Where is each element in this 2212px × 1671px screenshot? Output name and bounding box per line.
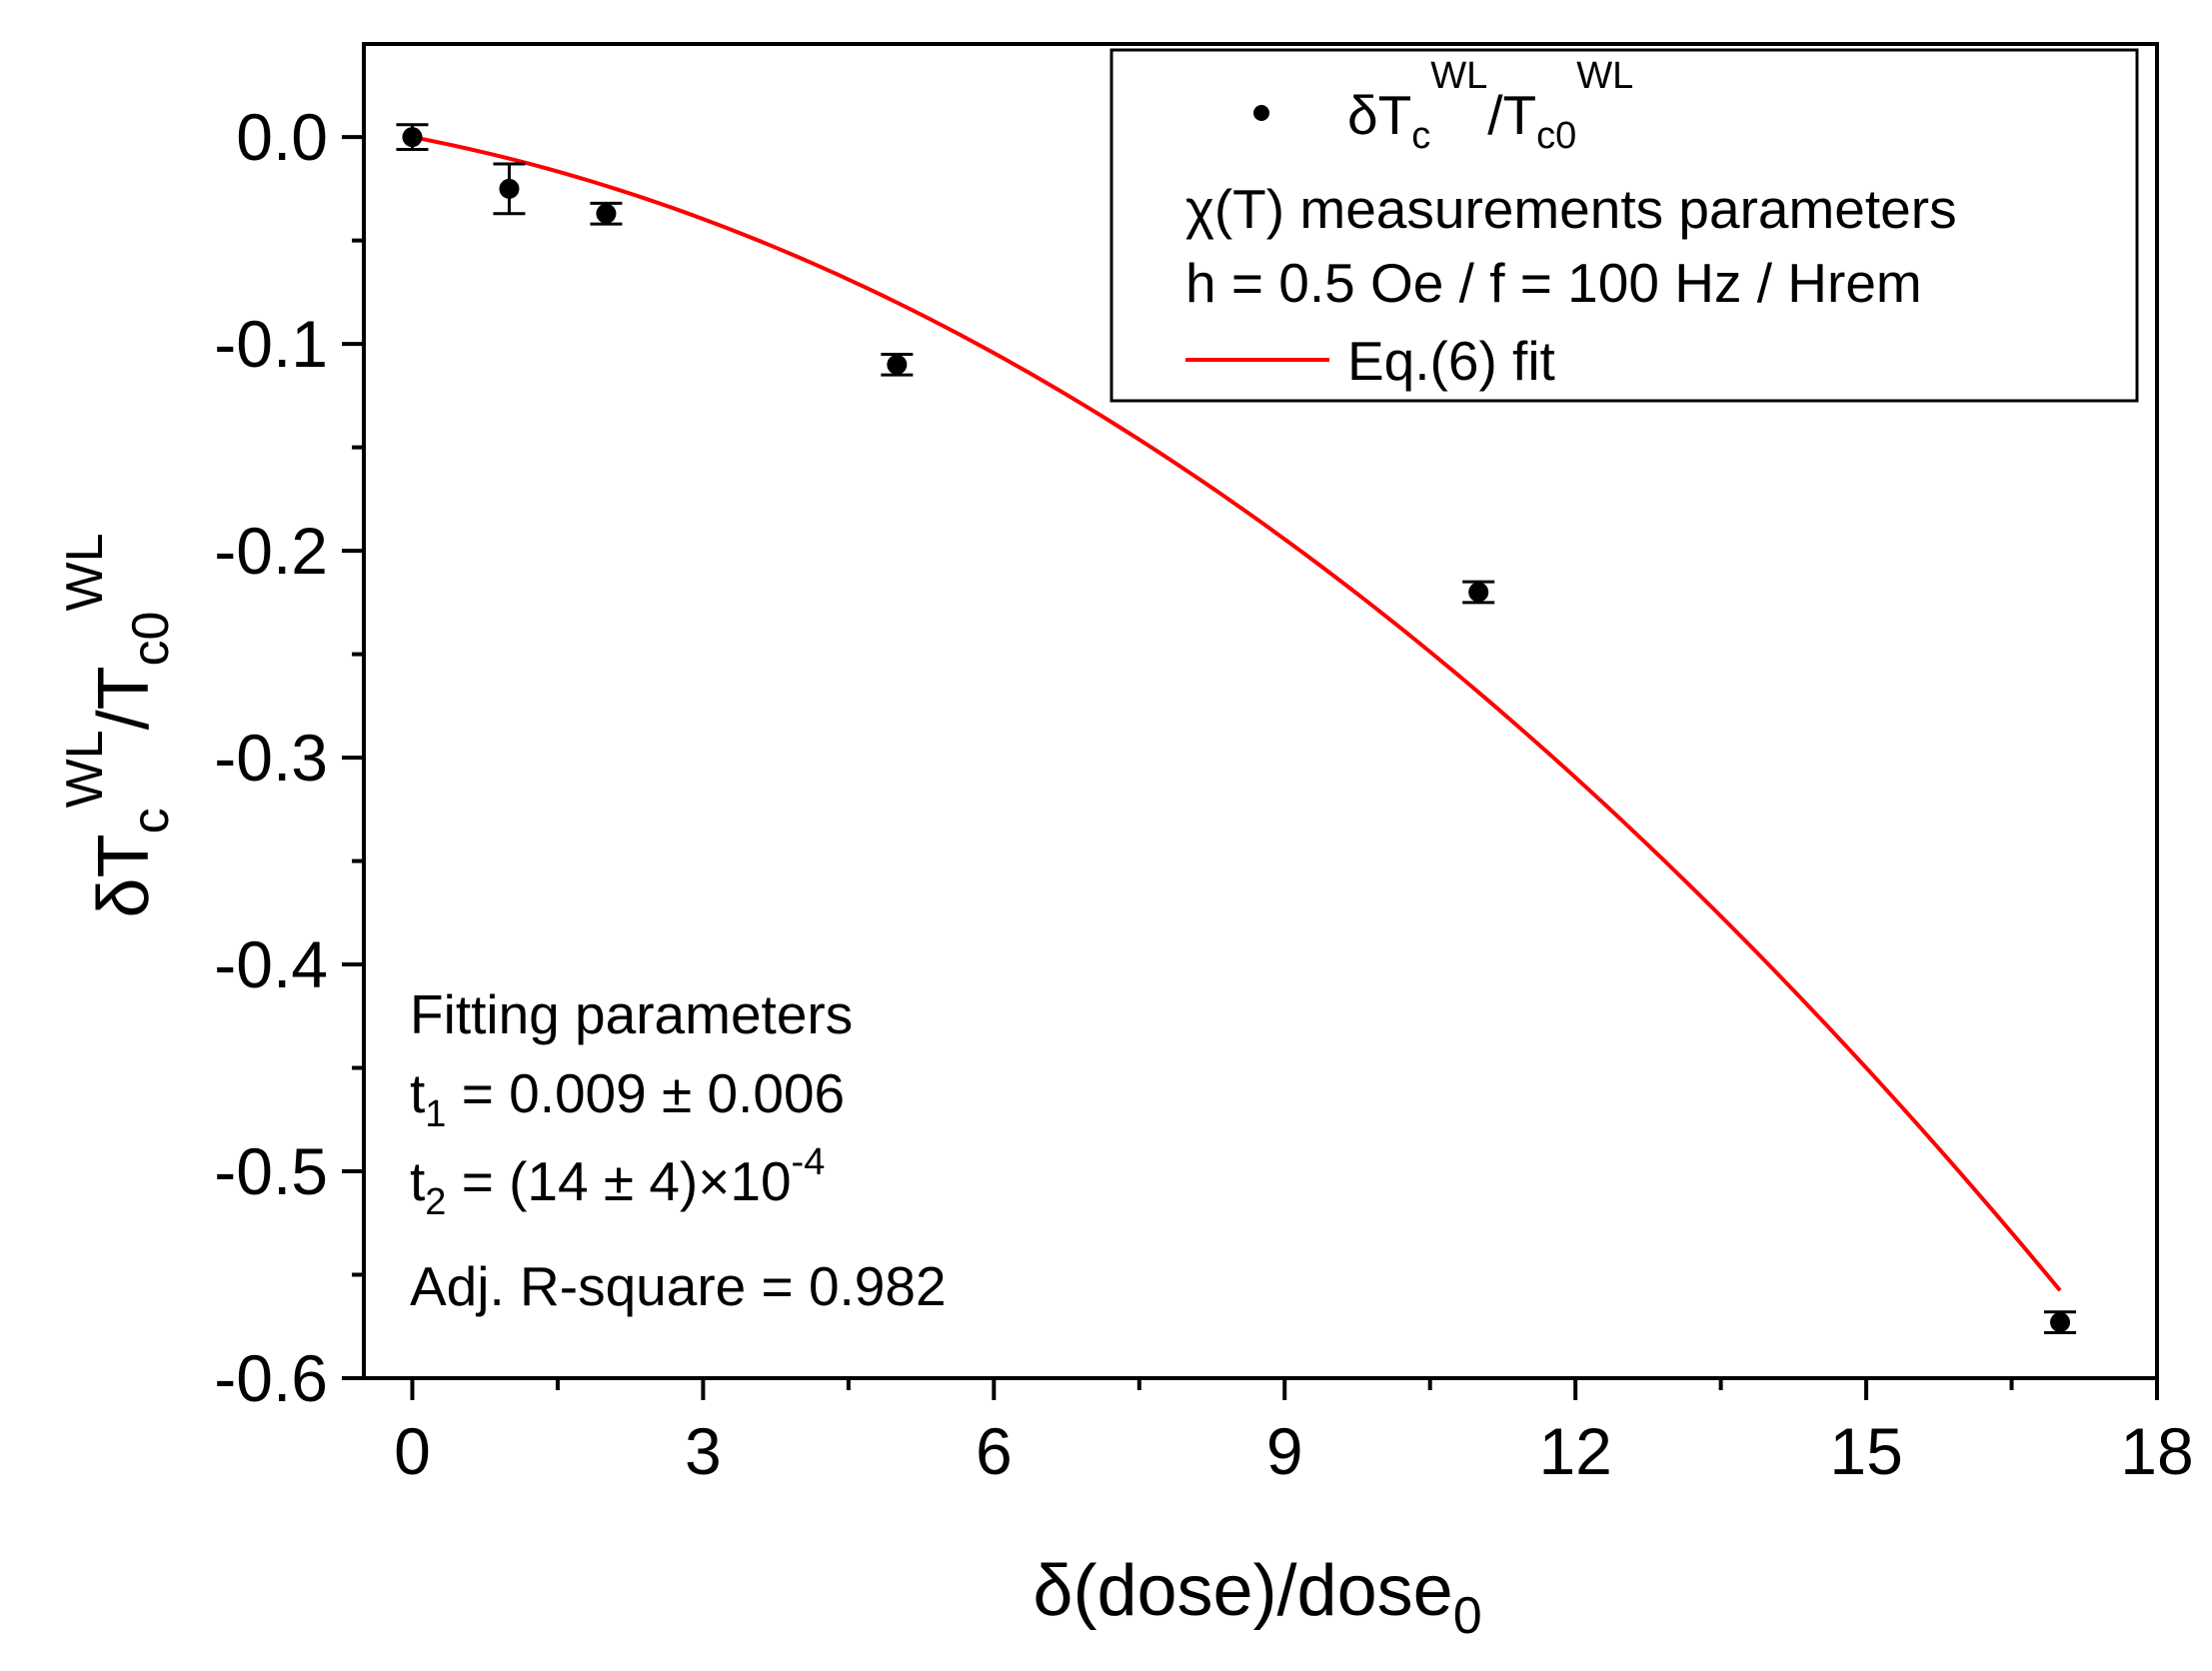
y-tick-label: 0.0 [236,100,328,174]
data-points [396,123,2077,1334]
y-axis-title-slash: /T [84,666,164,730]
data-point [887,354,908,375]
x-tick-label: 12 [1538,1414,1611,1488]
legend-info-line1: χ(T) measurements parameters [1185,178,1957,240]
data-point-group [590,201,623,226]
y-tick-label: -0.5 [214,1134,328,1208]
legend-entry-sup2: WL [1576,55,1633,97]
x-tick-label: 6 [976,1414,1013,1488]
x-tick-label: 15 [1829,1414,1902,1488]
y-axis-title: δTcWL/Tc0WL [56,534,180,918]
y-axis-title-delta: δ [84,877,164,917]
x-tick-label: 0 [394,1414,431,1488]
legend-info-line2: h = 0.5 Oe / f = 100 Hz / Hrem [1185,252,1922,314]
annotation-t2-value: = (14 ± 4)×10 [446,1150,791,1212]
annotation-title: Fitting parameters [410,983,853,1045]
annotation-t2: t2 = (14 ± 4)×10-4 [410,1141,825,1223]
data-point-group [881,352,914,377]
y-tick-label: -0.1 [214,307,328,381]
data-point [596,203,617,224]
x-axis-title-main: δ(dose)/dose [1033,1551,1452,1631]
x-tick-label: 9 [1266,1414,1303,1488]
data-point-group [396,123,429,152]
y-axis-title-T: T [84,834,164,877]
y-tick-label: -0.6 [214,1341,328,1415]
x-tick-label: 3 [685,1414,722,1488]
legend-entry-main: δT [1347,84,1411,146]
x-axis-title: δ(dose)/dose0 [1033,1551,1481,1645]
fit-parameters-annotation: Fitting parameters t1 = 0.009 ± 0.006 t2… [410,983,947,1317]
data-point [2050,1312,2071,1333]
annotation-t1-label: t [410,1062,425,1124]
legend-entry-fit: Eq.(6) fit [1347,330,1555,392]
annotation-t1-sub: 1 [425,1093,446,1135]
legend-marker-scatter [1253,105,1269,121]
legend-entry-slash: /T [1487,84,1536,146]
legend-box [1109,48,2139,403]
legend: δTcWL/Tc0WL χ(T) measurements parameters… [1109,48,2139,403]
y-tick-label: -0.4 [214,927,328,1001]
y-tick-label: -0.2 [214,514,328,588]
y-axis-title-sup1: WL [56,730,114,808]
fit-curve-group [412,135,2062,1292]
data-point [499,178,520,199]
x-tick-labels: 0 3 6 9 12 15 18 [394,1414,2194,1488]
data-point [1468,582,1489,603]
legend-entry-scatter: δTcWL/Tc0WL [1347,55,1633,157]
x-axis-title-sub: 0 [1453,1587,1482,1645]
annotation-t2-exp: -4 [792,1141,826,1183]
annotation-t1-value: = 0.009 ± 0.006 [446,1062,845,1124]
x-tick-label: 18 [2120,1414,2193,1488]
annotation-t2-label: t [410,1150,425,1212]
plot-frame [362,42,2159,1380]
y-axis-title-sub1: c [122,808,180,834]
annotation-adj-r-square: Adj. R-square = 0.982 [410,1255,947,1317]
annotation-t2-sub: 2 [425,1181,446,1223]
legend-entry-sup1: WL [1430,55,1487,97]
y-axis-title-sub2: c0 [122,612,180,667]
data-point-group [2044,1310,2077,1334]
y-axis-title-sup2: WL [56,534,114,612]
y-tick-label: -0.3 [214,721,328,795]
annotation-t1: t1 = 0.009 ± 0.006 [410,1062,845,1135]
legend-entry-sub2: c0 [1536,115,1576,157]
legend-entry-sub1: c [1411,115,1430,157]
data-point-group [493,162,526,216]
data-point-group [1462,580,1495,605]
data-point [402,127,423,148]
fit-curve [412,135,2062,1292]
y-tick-labels: 0.0 -0.1 -0.2 -0.3 -0.4 -0.5 -0.6 [214,100,328,1415]
